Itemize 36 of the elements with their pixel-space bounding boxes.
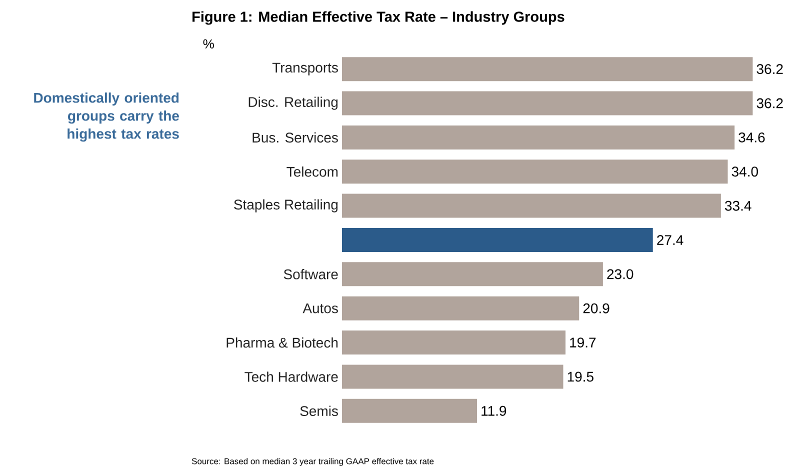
bar [342, 296, 580, 320]
y-tick-label: Staples Retailing [234, 199, 338, 212]
bar [342, 262, 603, 286]
bar [342, 398, 478, 423]
y-tick-label: Disc. Retailing [248, 96, 338, 110]
bar [342, 364, 564, 389]
y-tick-label: Transports [272, 62, 338, 76]
data-label: 23.0 [607, 269, 634, 280]
data-label: 19.5 [568, 372, 594, 382]
y-tick-label: Tech Hardware [244, 372, 338, 382]
bar [342, 194, 721, 218]
y-tick-label: Semis [300, 406, 338, 416]
y-tick-label: Autos [302, 303, 338, 314]
y-axis-title: % [203, 39, 214, 48]
bar [342, 125, 735, 150]
data-label: 33.4 [725, 200, 752, 211]
bar [342, 228, 653, 252]
bar [342, 57, 753, 82]
bar [342, 330, 566, 355]
data-label: 36.2 [756, 98, 783, 108]
y-tick-label: Software [284, 269, 338, 280]
data-label: 20.9 [583, 303, 610, 314]
data-label: 11.9 [482, 406, 506, 416]
bar [342, 160, 728, 184]
y-tick-label: Pharma & Biotech [226, 337, 338, 348]
data-label: 19.7 [570, 338, 596, 348]
chart-title: Figure 1: Median Effective Tax Rate – Industry Groups [192, 11, 564, 25]
text: Domestically oriented groups carry the highest tax rates [34, 92, 179, 142]
data-label: 34.6 [738, 132, 765, 142]
data-label: 34.0 [732, 166, 758, 177]
data-label: 27.4 [657, 235, 684, 245]
source-note: Source: Based on median 3 year trailing GAAP effective tax rate [192, 458, 434, 466]
y-tick-label: Telecom [286, 166, 338, 177]
bar [342, 91, 753, 116]
data-label: 36.2 [756, 64, 783, 74]
y-tick-label: Bus. Services [252, 132, 338, 143]
